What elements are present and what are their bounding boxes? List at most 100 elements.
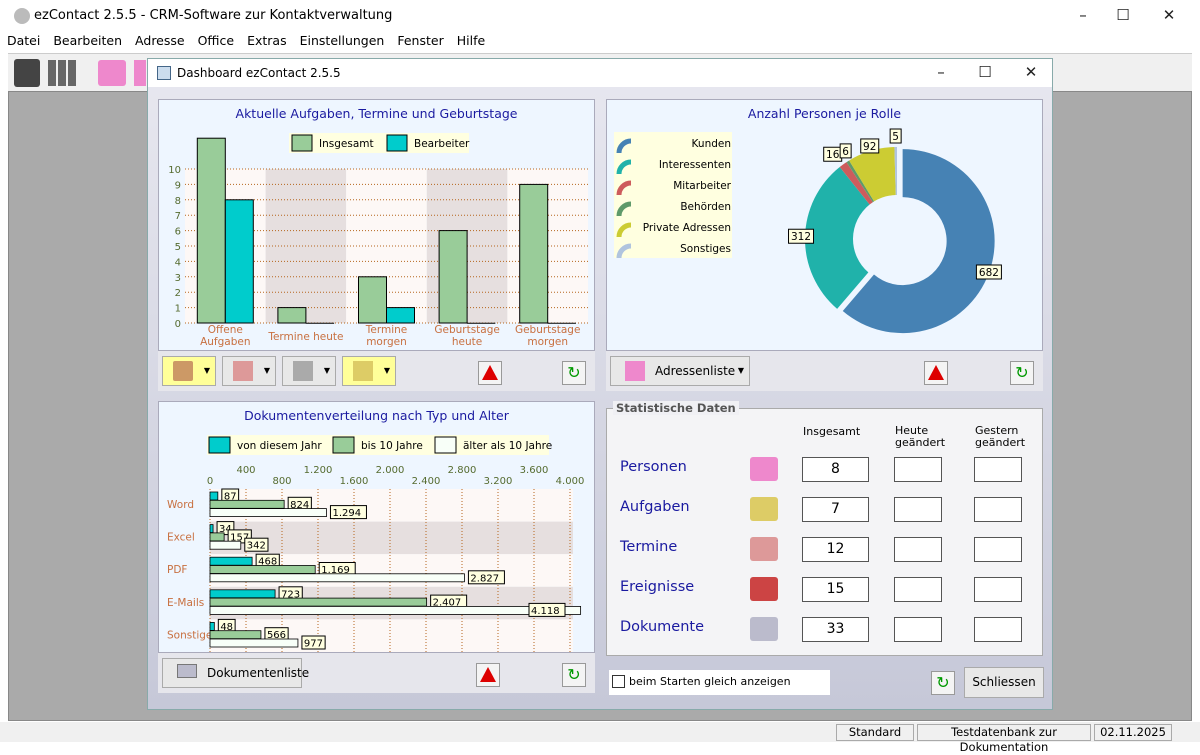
dashboard-minimize-button[interactable]: – (937, 63, 945, 81)
stat-today-field[interactable] (894, 537, 942, 562)
stat-total-field[interactable]: 15 (802, 577, 869, 602)
stat-total-field[interactable]: 8 (802, 457, 869, 482)
data-label: 48 (220, 622, 233, 633)
refresh-button[interactable]: ↻ (562, 663, 586, 687)
stat-today-field[interactable] (894, 617, 942, 642)
y-tick-label: 2 (175, 288, 181, 299)
x-tick-label: 0 (207, 476, 213, 487)
dashboard-title-bar: Dashboard ezContact 2.5.5 – ☐ ✕ (148, 59, 1052, 87)
stat-total-field[interactable]: 7 (802, 497, 869, 522)
gift-icon (293, 361, 313, 381)
data-label: 2.407 (433, 598, 462, 609)
startup-checkbox-label: beim Starten gleich anzeigen (629, 675, 791, 688)
close-button[interactable]: ✕ (1162, 6, 1176, 24)
startup-checkbox[interactable] (612, 675, 625, 688)
y-tick-label: 10 (168, 165, 181, 176)
statistics-group: Statistische Daten Insgesamt Heute geänd… (606, 401, 1043, 656)
legend-label: von diesem Jahr (237, 440, 322, 452)
address-book-2-icon[interactable] (134, 60, 146, 86)
stat-yesterday-field[interactable] (974, 537, 1022, 562)
x-tick-label: 2.400 (412, 476, 441, 487)
grid-icon[interactable] (48, 60, 76, 86)
menu-datei[interactable]: Datei (7, 33, 41, 48)
data-label: 34 (219, 524, 232, 535)
address-list-button[interactable]: Adressenliste ▼ (610, 356, 750, 386)
legend-swatch (616, 243, 632, 259)
chevron-down-icon: ▼ (263, 366, 270, 375)
dashboard-maximize-button[interactable]: ☐ (978, 63, 992, 81)
pyramid-icon (482, 365, 498, 380)
bar-insgesamt (277, 307, 307, 324)
data-label: 4.118 (531, 606, 560, 617)
refresh-all-button[interactable]: ↻ (931, 671, 955, 695)
dashboard-close-button[interactable]: ✕ (1024, 63, 1038, 81)
chart-style-button[interactable] (476, 663, 500, 687)
menu-office[interactable]: Office (197, 33, 235, 48)
status-bar: Standard Testdatenbank zur Dokumentation… (0, 722, 1200, 754)
chart-style-button[interactable] (924, 361, 948, 385)
refresh-button[interactable]: ↻ (1010, 361, 1034, 385)
stat-total-field[interactable]: 33 (802, 617, 869, 642)
event-icon (750, 577, 778, 601)
legend-swatch (386, 134, 408, 152)
legend-swatch (616, 222, 632, 238)
menu-bar: Datei Bearbeiten Adresse Office Extras Einste… (0, 32, 1200, 52)
document-list-label: Dokumentenliste (207, 666, 310, 680)
stat-today-field[interactable] (894, 577, 942, 602)
data-label: 682 (979, 267, 999, 279)
x-tick-label: 800 (272, 476, 291, 487)
stat-today-field[interactable] (894, 497, 942, 522)
new-appointment-button[interactable]: ▼ (222, 356, 276, 386)
bar-insgesamt (358, 276, 387, 324)
x-tick-label: heute (452, 336, 482, 348)
document-list-button[interactable]: Dokumentenliste (162, 658, 309, 688)
menu-hilfe[interactable]: Hilfe (456, 33, 486, 48)
bar-von-diesem-jahr (209, 556, 253, 566)
birthday-button[interactable]: ▼ (282, 356, 336, 386)
legend-label: Insgesamt (319, 138, 374, 150)
maximize-button[interactable]: ☐ (1116, 6, 1130, 24)
data-label: 342 (247, 541, 266, 552)
tasks-panel: Aktuelle Aufgaben, Termine und Geburtsta… (158, 99, 595, 351)
menu-adresse[interactable]: Adresse (135, 33, 185, 48)
donut-slice-kunden (842, 149, 995, 334)
address-book-icon[interactable] (98, 60, 126, 86)
legend-box (614, 132, 732, 258)
bar-insgesamt (196, 137, 226, 324)
chart-style-button[interactable] (478, 361, 502, 385)
x-tick-label: 3.600 (520, 465, 549, 476)
status-mode: Standard (836, 724, 914, 741)
bar-älter-als-10-jahre (209, 540, 242, 550)
minimize-button[interactable]: – (1079, 6, 1087, 24)
new-task-button[interactable]: ▼ (162, 356, 216, 386)
startup-checkbox-row[interactable]: beim Starten gleich anzeigen (609, 670, 830, 695)
menu-extras[interactable]: Extras (247, 33, 287, 48)
bar-von-diesem-jahr (209, 524, 214, 533)
menu-einstellungen[interactable]: Einstellungen (299, 33, 385, 48)
x-tick-label: morgen (366, 336, 407, 348)
task-icon (173, 361, 193, 381)
notebook-icon[interactable] (14, 59, 40, 87)
stat-label: Termine (620, 539, 678, 555)
y-tick-label: 4 (175, 257, 181, 268)
stat-yesterday-field[interactable] (974, 457, 1022, 482)
legend-box (289, 133, 469, 153)
menu-bearbeiten[interactable]: Bearbeiten (53, 33, 123, 48)
y-tick-label: 0 (175, 319, 181, 330)
stat-today-field[interactable] (894, 457, 942, 482)
stat-yesterday-field[interactable] (974, 617, 1022, 642)
y-tick-label: 9 (175, 180, 181, 191)
y-tick-label: E-Mails (167, 597, 204, 609)
x-tick-label: 2.800 (448, 465, 477, 476)
menu-fenster[interactable]: Fenster (397, 33, 444, 48)
notes-button[interactable]: ▼ (342, 356, 396, 386)
documents-toolbar: Dokumentenliste ↻ (158, 653, 595, 693)
stat-total-field[interactable]: 12 (802, 537, 869, 562)
stat-yesterday-field[interactable] (974, 497, 1022, 522)
x-tick-label: Aufgaben (200, 336, 250, 348)
stat-yesterday-field[interactable] (974, 577, 1022, 602)
bar-insgesamt (438, 230, 468, 324)
refresh-button[interactable]: ↻ (562, 361, 586, 385)
close-dashboard-button[interactable]: Schliessen (964, 667, 1044, 698)
bar-bearbeiter (224, 199, 254, 324)
